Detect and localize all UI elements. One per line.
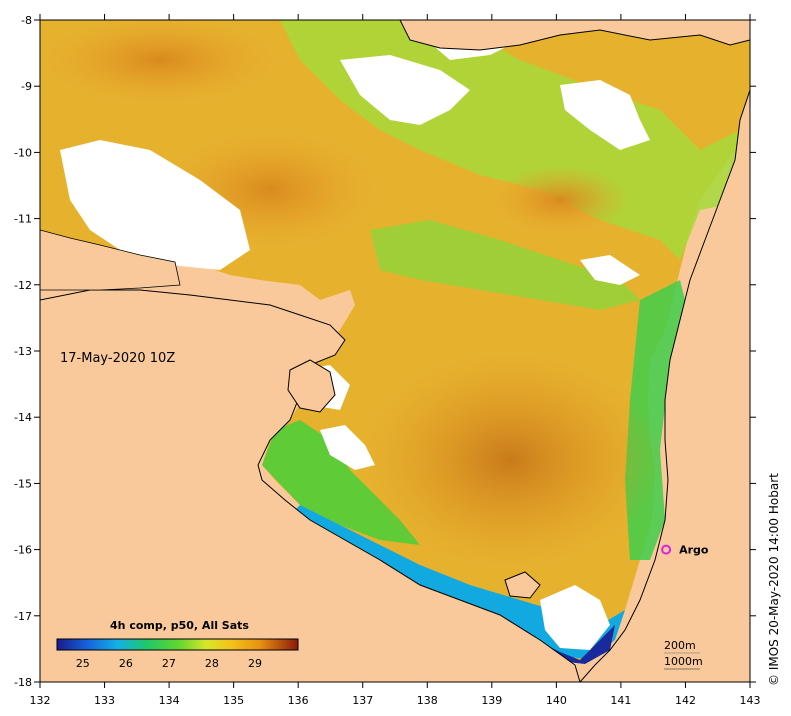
lat-tick-label: -13 — [14, 345, 32, 358]
argo-label: Argo — [679, 544, 709, 557]
land-new-guinea — [399, 20, 750, 51]
lat-tick-label: -14 — [14, 411, 32, 424]
lon-tick-label: 140 — [546, 694, 567, 707]
colorbar-tick-label: 27 — [162, 657, 176, 670]
lon-tick-label: 138 — [417, 694, 438, 707]
sst-green-mid — [370, 220, 640, 310]
lat-tick-label: -8 — [21, 14, 32, 27]
land-groote — [287, 359, 336, 413]
date-label: 17-May-2020 10Z — [60, 351, 175, 366]
longitude-axis: 132 133 134 135 136 137 138 139 140 141 142 143 — [30, 14, 761, 707]
lat-tick-label: -17 — [14, 610, 32, 623]
colorbar-tick-label: 28 — [205, 657, 219, 670]
colorbar-tick-label: 26 — [119, 657, 133, 670]
latitude-axis: -8 -9 -10 -11 -12 -13 -14 -15 -16 -17 -18 — [14, 14, 756, 689]
lon-tick-label: 136 — [288, 694, 309, 707]
lon-tick-label: 133 — [94, 694, 115, 707]
lat-tick-label: -9 — [21, 80, 32, 93]
warm-core-gulf — [360, 350, 660, 570]
argo-float-marker — [661, 544, 672, 555]
warm-core-north-3 — [490, 165, 630, 235]
lat-tick-label: -12 — [14, 279, 32, 292]
colorbar-tick-label: 25 — [76, 657, 90, 670]
lon-tick-label: 142 — [675, 694, 696, 707]
lat-tick-label: -18 — [14, 676, 32, 689]
sst-cool-south — [290, 505, 625, 660]
lon-tick-label: 134 — [159, 694, 180, 707]
colorbar-ticks: 25 26 27 28 29 — [76, 657, 262, 670]
lon-tick-label: 139 — [481, 694, 502, 707]
lon-tick-label: 132 — [30, 694, 51, 707]
contour-label-200m: 200m — [664, 639, 696, 652]
warm-core-north-2 — [40, 20, 280, 105]
colorbar-tick-label: 29 — [248, 657, 262, 670]
land-cape-york — [579, 89, 750, 682]
colorbar — [56, 638, 299, 651]
lon-tick-label: 137 — [352, 694, 373, 707]
land-melville — [40, 229, 181, 291]
lat-tick-label: -10 — [14, 146, 32, 159]
colorbar-title: 4h comp, p50, All Sats — [110, 619, 249, 632]
lat-tick-label: -16 — [14, 544, 32, 557]
map-content: Argo 17-May-2020 10Z 4h comp, p50, All S… — [40, 20, 750, 682]
lat-tick-label: -11 — [14, 213, 32, 226]
lon-tick-label: 135 — [223, 694, 244, 707]
lat-tick-label: -15 — [14, 477, 32, 490]
contour-label-1000m: 1000m — [664, 655, 703, 668]
lon-tick-label: 143 — [740, 694, 761, 707]
lon-tick-label: 141 — [610, 694, 631, 707]
credit-text: © IMOS 20-May-2020 14:00 Hobart — [767, 473, 781, 686]
land-arnhem — [40, 289, 581, 682]
land-wellesley — [504, 571, 541, 599]
